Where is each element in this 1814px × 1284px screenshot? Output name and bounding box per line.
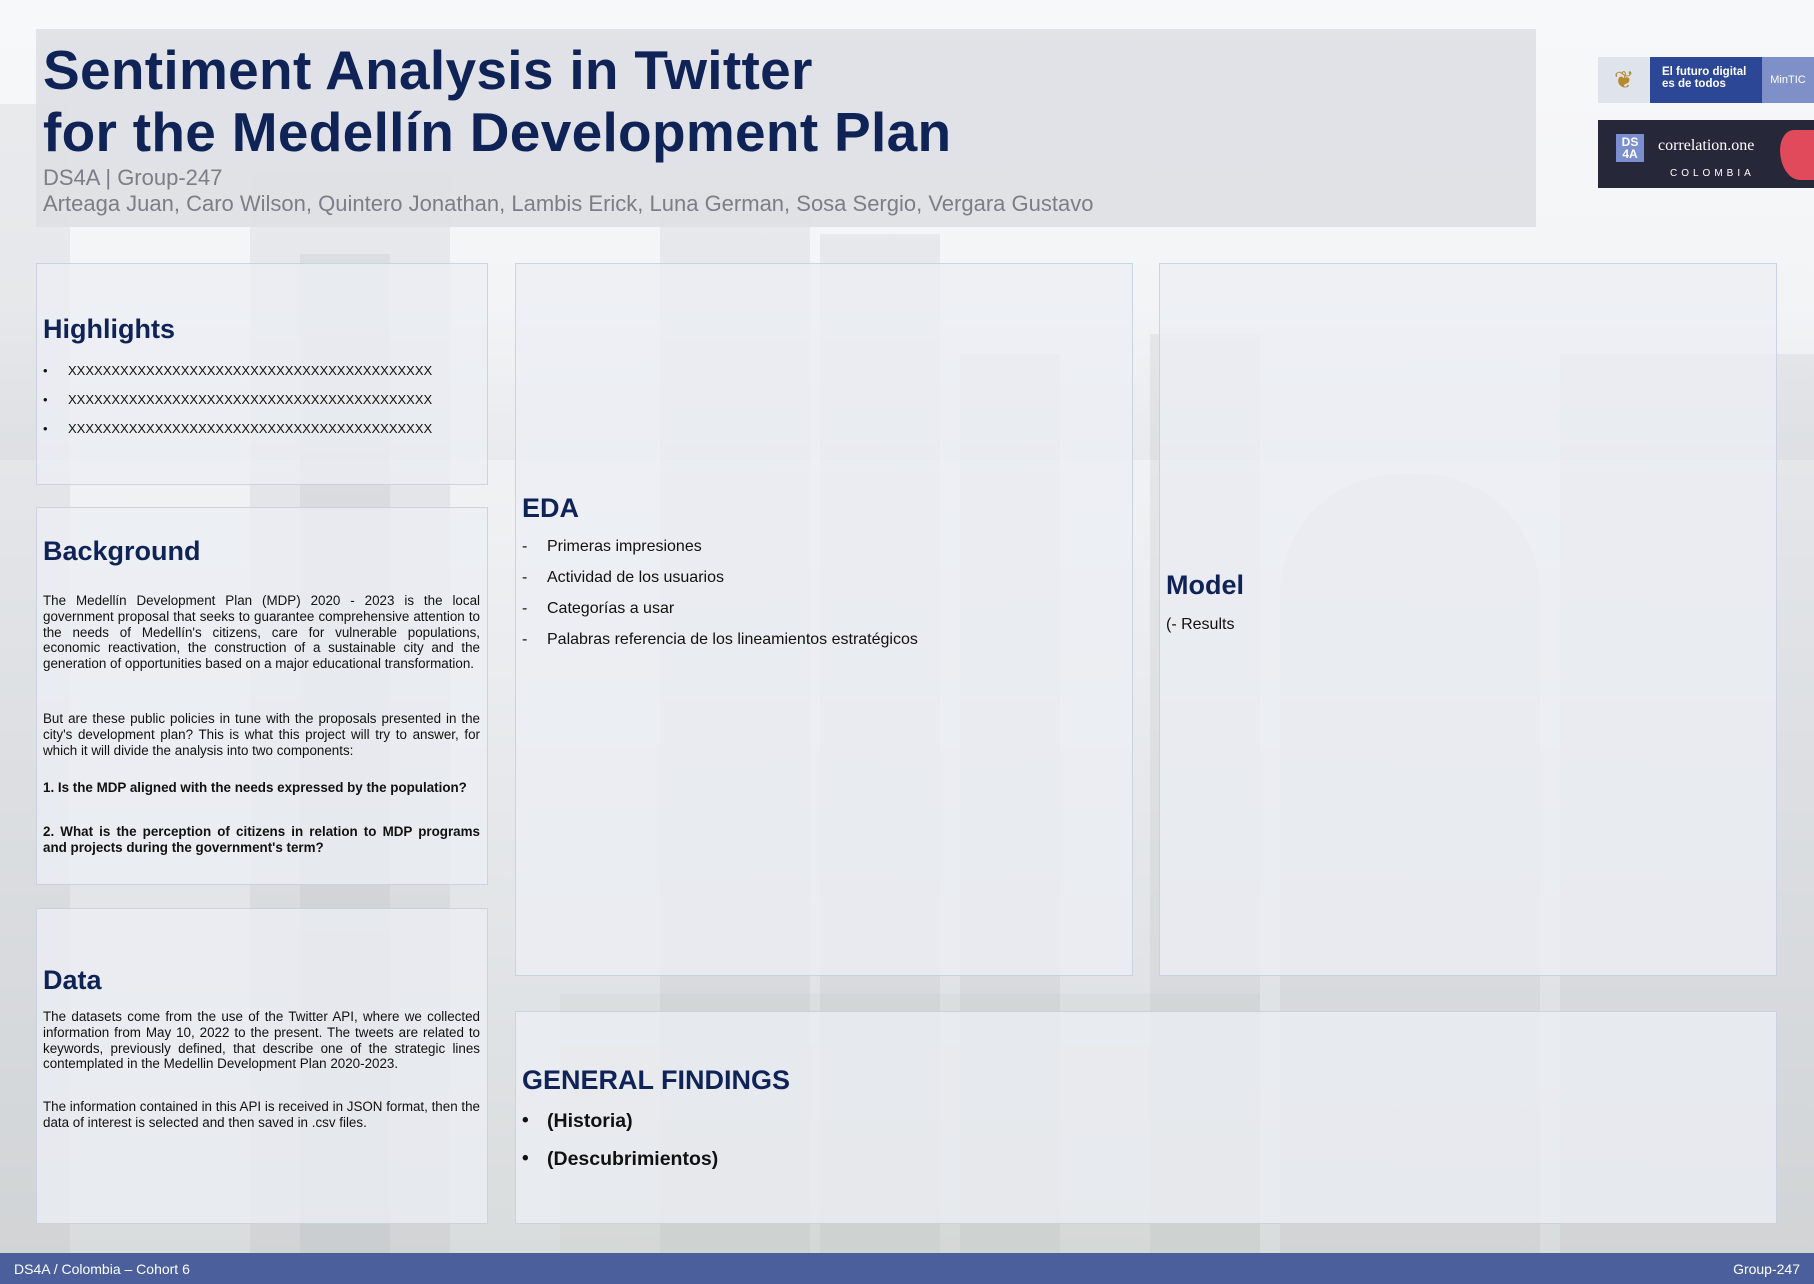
findings-panel: GENERAL FINDINGS • (Historia) • (Descubrim… — [515, 1011, 1777, 1224]
list-item: - Primeras impresiones — [522, 538, 702, 555]
title-banner: Sentiment Analysis in Twitter for the Me… — [36, 29, 1536, 227]
highlights-list: • XXXXXXXXXXXXXXXXXXXXXXXXXXXXXXXXXXXXXXX… — [43, 361, 463, 448]
list-item: - Palabras referencia de los lineamientos… — [522, 631, 918, 648]
footer-cohort: DS4A / Colombia – Cohort 6 — [14, 1261, 190, 1277]
footer-bar: DS4A / Colombia – Cohort 6 Group-247 — [0, 1253, 1814, 1284]
ds4a-badge: DS 4A — [1616, 134, 1644, 162]
data-title: Data — [43, 965, 102, 995]
mintic-slogan: El futuro digital es de todos — [1650, 57, 1762, 103]
list-item: • XXXXXXXXXXXXXXXXXXXXXXXXXXXXXXXXXXXXXXX… — [43, 363, 433, 378]
background-question-2: 2. What is the perception of citizens in… — [43, 824, 480, 855]
findings-list: • (Historia) • (Descubrimientos) — [522, 1108, 1122, 1184]
colombia-map-icon — [1780, 130, 1814, 180]
list-item: • (Descubrimientos) — [522, 1148, 719, 1170]
background-paragraph-2: But are these public policies in tune wi… — [43, 711, 480, 758]
correlation-one-text: correlation.one — [1658, 137, 1755, 154]
background-title: Background — [43, 536, 201, 566]
list-item: - Actividad de los usuarios — [522, 569, 724, 586]
model-text: (- Results — [1166, 616, 1235, 633]
eda-title: EDA — [522, 493, 580, 523]
data-paragraph-2: The information contained in this API is… — [43, 1099, 480, 1130]
authors: Arteaga Juan, Caro Wilson, Quintero Jona… — [43, 191, 1094, 216]
data-paragraph-1: The datasets come from the use of the Tw… — [43, 1009, 480, 1072]
highlights-panel: Highlights • XXXXXXXXXXXXXXXXXXXXXXXXXXXX… — [36, 263, 488, 485]
findings-title: GENERAL FINDINGS — [522, 1065, 791, 1095]
country-label: COLOMBIA — [1670, 168, 1755, 179]
subtitle: DS4A | Group-247 — [43, 165, 223, 190]
title-line-1: Sentiment Analysis in Twitter — [43, 39, 813, 101]
data-panel: Data The datasets come from the use of t… — [36, 908, 488, 1224]
list-item: • (Historia) — [522, 1110, 633, 1132]
model-panel: Model (- Results — [1159, 263, 1777, 976]
list-item: • XXXXXXXXXXXXXXXXXXXXXXXXXXXXXXXXXXXXXXX… — [43, 421, 433, 436]
list-item: - Categorías a usar — [522, 600, 675, 617]
background-question-1: 1. Is the MDP aligned with the needs exp… — [43, 780, 467, 795]
mintic-logo: ❦ El futuro digital es de todos MinTIC — [1598, 57, 1814, 103]
mintic-tag: MinTIC — [1762, 57, 1814, 103]
title-line-2: for the Medellín Development Plan — [43, 101, 952, 163]
model-title: Model — [1166, 570, 1244, 600]
background-panel: Background The Medellín Development Plan… — [36, 507, 488, 885]
background-paragraph-1: The Medellín Development Plan (MDP) 2020… — [43, 593, 480, 672]
eda-list: - Primeras impresiones - Actividad de los … — [522, 536, 1112, 660]
eda-panel: EDA - Primeras impresiones - Actividad de … — [515, 263, 1133, 976]
poster-title: Sentiment Analysis in Twitter for the Me… — [43, 39, 951, 163]
list-item: • XXXXXXXXXXXXXXXXXXXXXXXXXXXXXXXXXXXXXXX… — [43, 392, 433, 407]
footer-group: Group-247 — [1733, 1261, 1800, 1277]
correlation-one-logo: DS 4A correlation.one COLOMBIA — [1598, 120, 1814, 188]
highlights-title: Highlights — [43, 314, 175, 344]
coat-of-arms-icon: ❦ — [1598, 57, 1650, 103]
